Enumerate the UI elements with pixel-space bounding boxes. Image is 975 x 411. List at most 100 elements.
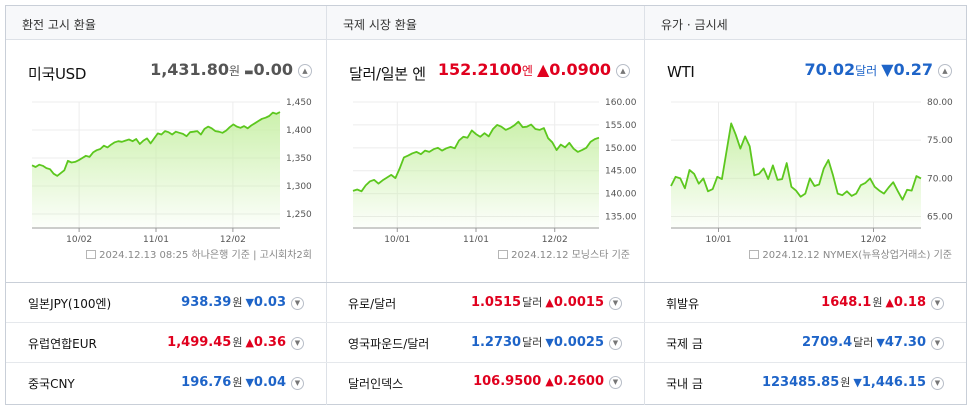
change-value: 0.0900 — [549, 60, 611, 79]
change-value: 0.03 — [253, 295, 286, 310]
currency-name[interactable]: 미국USD — [28, 65, 87, 83]
chevron-up-icon[interactable]: ▲ — [616, 64, 630, 78]
change-arrow: ▼ — [853, 376, 862, 389]
panel-header[interactable]: 국제 시장 환율 — [327, 6, 644, 40]
y-tick-label: 160.00 — [605, 98, 637, 108]
change-value: 0.0025 — [553, 335, 604, 350]
change-arrow: ▼ — [881, 60, 894, 79]
rate-value: 196.76 — [181, 375, 232, 390]
change-arrow: ▬ — [244, 67, 254, 78]
series-line — [352, 120, 600, 193]
chevron-down-icon[interactable]: ▼ — [609, 376, 622, 389]
rate-unit: 원 — [232, 376, 243, 389]
rate-value: 2709.4 — [801, 335, 853, 350]
change-arrow: ▼ — [245, 376, 254, 389]
rate-unit: 원 — [232, 296, 243, 309]
change-value: 0.18 — [893, 295, 926, 310]
rate-value-group: 1,499.45원 ▲0.36 ▼ — [167, 334, 304, 350]
rate-unit: 원 — [872, 296, 883, 309]
change-arrow: ▲ — [536, 60, 550, 79]
currency-name[interactable]: 달러/일본 엔 — [349, 65, 426, 83]
exchange-widget: 환전 고시 환율 미국USD 1,431.80원 ▬0.00 ▲ 1,450 1,40… — [5, 5, 967, 405]
y-tick-label: 140.00 — [605, 190, 637, 200]
document-icon — [86, 250, 97, 259]
rate-unit: 달러 — [522, 296, 543, 309]
source-note: 2024.12.12 NYMEX(뉴욕상업거래소) 기준 — [749, 246, 952, 261]
price-unit: 엔 — [521, 64, 533, 78]
chevron-down-icon[interactable]: ▼ — [931, 337, 944, 350]
change-value: 0.36 — [253, 335, 286, 350]
series-line — [670, 122, 922, 201]
rate-row[interactable]: 국내 금 123485.85원 ▼1,446.15 ▼ — [644, 363, 966, 403]
commodity-name[interactable]: WTI — [667, 63, 695, 81]
rate-label[interactable]: 일본JPY(100엔) — [28, 297, 112, 311]
rate-row[interactable]: 휘발유 1648.1원 ▲0.18 ▼ — [644, 283, 966, 323]
y-tick-label: 65.00 — [927, 213, 953, 223]
chevron-down-icon[interactable]: ▼ — [931, 377, 944, 390]
x-tick-label: 12/02 — [220, 235, 246, 242]
y-tick-label: 1,400 — [286, 126, 312, 136]
price-value: 70.02 — [804, 60, 856, 79]
rate-label[interactable]: 영국파운드/달러 — [348, 337, 430, 351]
source-note: 2024.12.12 모닝스타 기준 — [498, 246, 630, 261]
x-tick-label: 10/01 — [706, 235, 732, 242]
rate-label[interactable]: 달러인덱스 — [348, 377, 404, 391]
y-tick-label: 1,250 — [286, 210, 312, 220]
rate-label[interactable]: 유로/달러 — [348, 297, 397, 311]
y-tick-label: 155.00 — [605, 121, 637, 131]
rate-row[interactable]: 일본JPY(100엔) 938.39원 ▼0.03 ▼ — [6, 283, 326, 323]
panel-title-row[interactable]: WTI 70.02달러 ▼0.27 ▲ — [645, 60, 966, 84]
price-chart: 80.00 75.00 70.00 65.00 10/01 11/01 12/02 — [670, 98, 953, 242]
chevron-down-icon[interactable]: ▼ — [931, 297, 944, 310]
x-tick-label: 11/01 — [463, 235, 489, 242]
rate-label[interactable]: 유럽연합EUR — [28, 337, 97, 351]
y-tick-label: 70.00 — [927, 174, 953, 184]
change-arrow: ▼ — [245, 296, 254, 309]
source-text: 2024.12.12 모닝스타 기준 — [511, 250, 630, 261]
rate-unit: 달러 — [853, 336, 874, 349]
change-arrow: ▲ — [545, 375, 554, 388]
rate-value: 1648.1 — [821, 295, 872, 310]
rate-value-group: 938.39원 ▼0.03 ▼ — [181, 294, 304, 310]
rate-row[interactable]: 달러인덱스 106.9500 ▲0.2600 ▼ — [326, 363, 644, 403]
rate-row[interactable]: 영국파운드/달러 1.2730달러 ▼0.0025 ▼ — [326, 323, 644, 363]
change-value: 0.00 — [253, 60, 293, 79]
price-value: 1,431.80 — [150, 60, 230, 79]
rate-value-group: 1648.1원 ▲0.18 ▼ — [821, 294, 944, 310]
rate-value: 938.39 — [181, 295, 232, 310]
rate-unit: 원 — [232, 336, 243, 349]
rate-label[interactable]: 국제 금 — [666, 337, 703, 351]
rate-label[interactable]: 휘발유 — [666, 297, 700, 311]
x-tick-label: 12/02 — [861, 235, 887, 242]
chevron-down-icon[interactable]: ▼ — [291, 377, 304, 390]
chevron-down-icon[interactable]: ▼ — [291, 337, 304, 350]
chevron-down-icon[interactable]: ▼ — [609, 337, 622, 350]
series-area — [671, 123, 921, 228]
rate-value: 123485.85 — [761, 375, 840, 390]
rate-unit: 원 — [840, 376, 851, 389]
rate-label[interactable]: 국내 금 — [666, 377, 703, 391]
rate-row[interactable]: 유로/달러 1.0515달러 ▲0.0015 ▼ — [326, 283, 644, 323]
rate-label[interactable]: 중국CNY — [28, 377, 75, 391]
source-text: 2024.12.13 08:25 하나은행 기준 | 고시회차2회 — [99, 250, 312, 261]
chevron-up-icon[interactable]: ▲ — [938, 64, 952, 78]
rate-row[interactable]: 유럽연합EUR 1,499.45원 ▲0.36 ▼ — [6, 323, 326, 363]
price-unit: 원 — [229, 64, 241, 78]
change-arrow: ▲ — [245, 336, 254, 349]
rate-value-group: 106.9500 ▲0.2600 ▼ — [473, 374, 622, 389]
panel-title-row[interactable]: 미국USD 1,431.80원 ▬0.00 ▲ — [6, 60, 326, 84]
rate-row[interactable]: 국제 금 2709.4달러 ▼47.30 ▼ — [644, 323, 966, 363]
rate-value-group: 196.76원 ▼0.04 ▼ — [181, 374, 304, 390]
panel-header[interactable]: 환전 고시 환율 — [6, 6, 326, 40]
chevron-down-icon[interactable]: ▼ — [609, 297, 622, 310]
chevron-down-icon[interactable]: ▼ — [291, 297, 304, 310]
rate-chart: 1,450 1,400 1,350 1,300 1,250 10/02 11/01 12/02 — [31, 98, 312, 242]
y-tick-label: 1,300 — [286, 182, 312, 192]
series-area — [353, 121, 599, 228]
panel-intl-market: 국제 시장 환율 달러/일본 엔 152.2100엔 ▲0.0900 ▲ 160.0… — [326, 6, 644, 282]
rate-row[interactable]: 중국CNY 196.76원 ▼0.04 ▼ — [6, 363, 326, 403]
panel-header[interactable]: 유가 · 금시세 — [645, 6, 966, 40]
chevron-up-icon[interactable]: ▲ — [298, 64, 312, 78]
panel-title-row[interactable]: 달러/일본 엔 152.2100엔 ▲0.0900 ▲ — [327, 60, 644, 84]
rate-value: 1,499.45 — [167, 335, 232, 350]
